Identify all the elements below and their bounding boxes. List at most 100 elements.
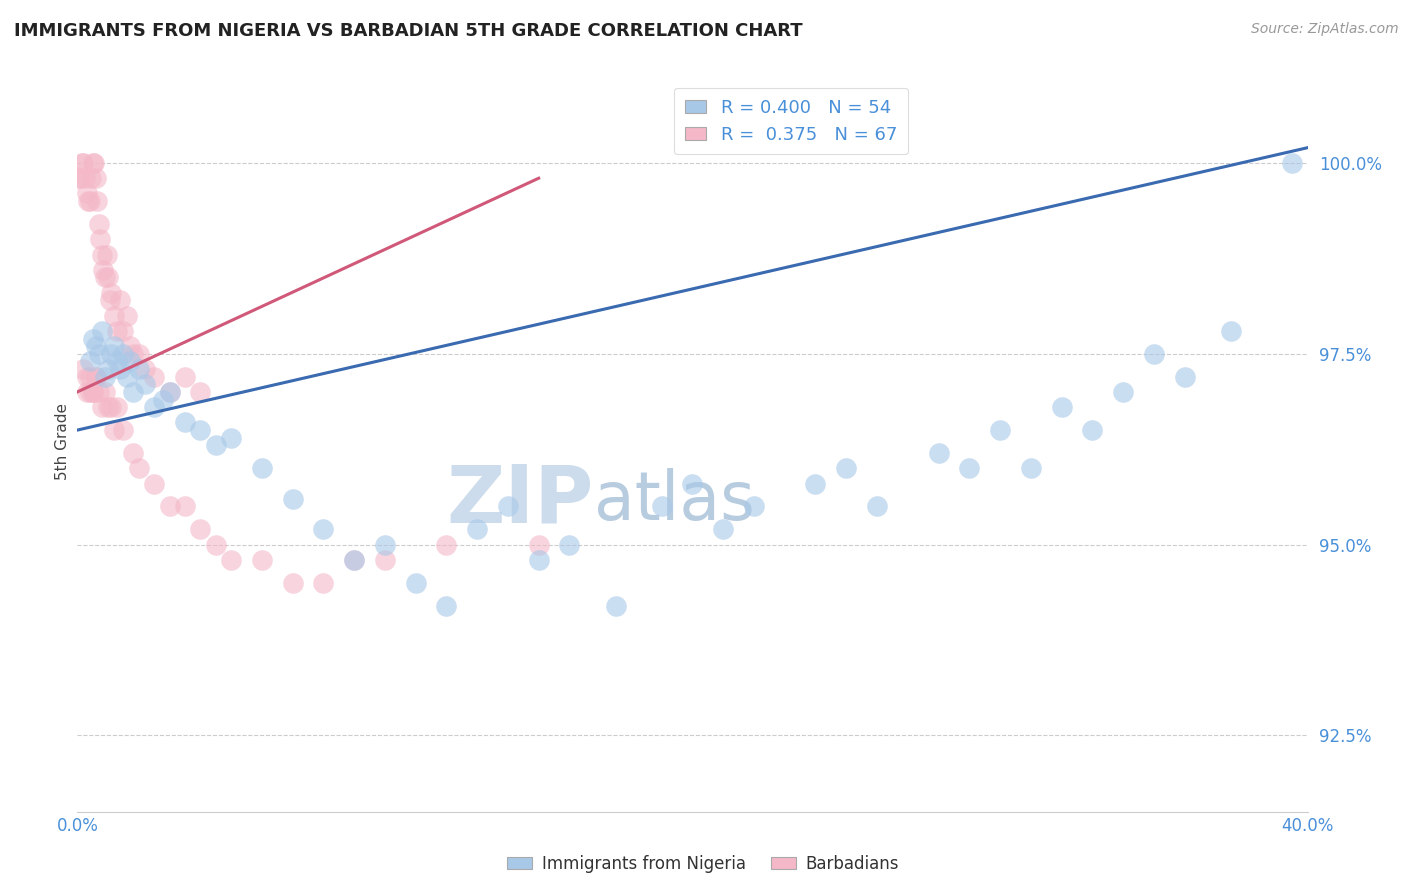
Point [128,362,150,376]
Point [115,309,138,323]
Point [87,347,110,361]
Point [343,553,366,567]
Point [219,553,242,567]
Legend: Immigrants from Nigeria, Barbadians: Immigrants from Nigeria, Barbadians [501,848,905,880]
Point [121,446,143,460]
Point [143,369,166,384]
Point [87,217,110,231]
Point [70,156,93,170]
Point [90,400,114,414]
Text: IMMIGRANTS FROM NIGERIA VS BARBADIAN 5TH GRADE CORRELATION CHART: IMMIGRANTS FROM NIGERIA VS BARBADIAN 5TH… [14,22,803,40]
Point [97,362,120,376]
Point [134,362,156,376]
Point [93,262,115,277]
Point [96,247,118,261]
Point [72,362,94,376]
Point [152,392,174,407]
Point [118,354,141,368]
Point [527,553,550,567]
Point [188,384,212,399]
Point [436,599,458,613]
Point [105,400,128,414]
Point [1219,324,1241,338]
Point [174,369,197,384]
Point [405,575,427,590]
Point [174,416,197,430]
Point [67,171,90,186]
Point [866,500,889,514]
Point [97,270,120,285]
Point [94,270,117,285]
Point [112,347,135,361]
Point [1143,347,1166,361]
Point [94,384,117,399]
Point [115,369,138,384]
Point [90,324,114,338]
Point [84,369,107,384]
Point [143,400,166,414]
Point [100,347,122,361]
Point [84,171,107,186]
Point [281,575,304,590]
Point [174,500,197,514]
Point [87,384,110,399]
Y-axis label: 5th Grade: 5th Grade [55,403,70,480]
Point [103,423,125,437]
Point [105,354,128,368]
Point [76,369,98,384]
Point [128,461,150,475]
Point [110,362,132,376]
Point [100,285,122,300]
Point [250,461,273,475]
Point [1081,423,1104,437]
Point [605,599,627,613]
Point [436,538,458,552]
Text: atlas: atlas [595,467,755,533]
Point [250,553,273,567]
Text: Source: ZipAtlas.com: Source: ZipAtlas.com [1251,22,1399,37]
Point [100,400,122,414]
Point [69,171,91,186]
Point [1174,369,1197,384]
Point [281,491,304,506]
Point [219,431,242,445]
Point [84,369,107,384]
Point [159,500,181,514]
Point [89,232,111,246]
Point [1050,400,1073,414]
Point [118,339,141,353]
Point [121,384,143,399]
Point [86,194,108,208]
Point [835,461,858,475]
Point [928,446,950,460]
Point [76,186,98,201]
Point [77,194,100,208]
Point [72,156,94,170]
Legend: R = 0.400   N = 54, R =  0.375   N = 67: R = 0.400 N = 54, R = 0.375 N = 67 [673,87,908,154]
Point [82,384,104,399]
Point [159,384,181,399]
Point [112,423,135,437]
Point [1112,384,1135,399]
Point [79,194,101,208]
Point [76,384,98,399]
Point [83,156,105,170]
Point [651,500,673,514]
Point [957,461,980,475]
Point [496,500,519,514]
Point [1019,461,1042,475]
Point [204,538,226,552]
Point [79,384,101,399]
Point [804,476,827,491]
Point [82,156,104,170]
Point [98,293,121,308]
Point [527,538,550,552]
Point [188,522,212,536]
Point [94,369,117,384]
Point [1281,156,1303,170]
Point [558,538,581,552]
Point [204,438,226,452]
Point [103,309,125,323]
Point [82,384,104,399]
Point [312,575,335,590]
